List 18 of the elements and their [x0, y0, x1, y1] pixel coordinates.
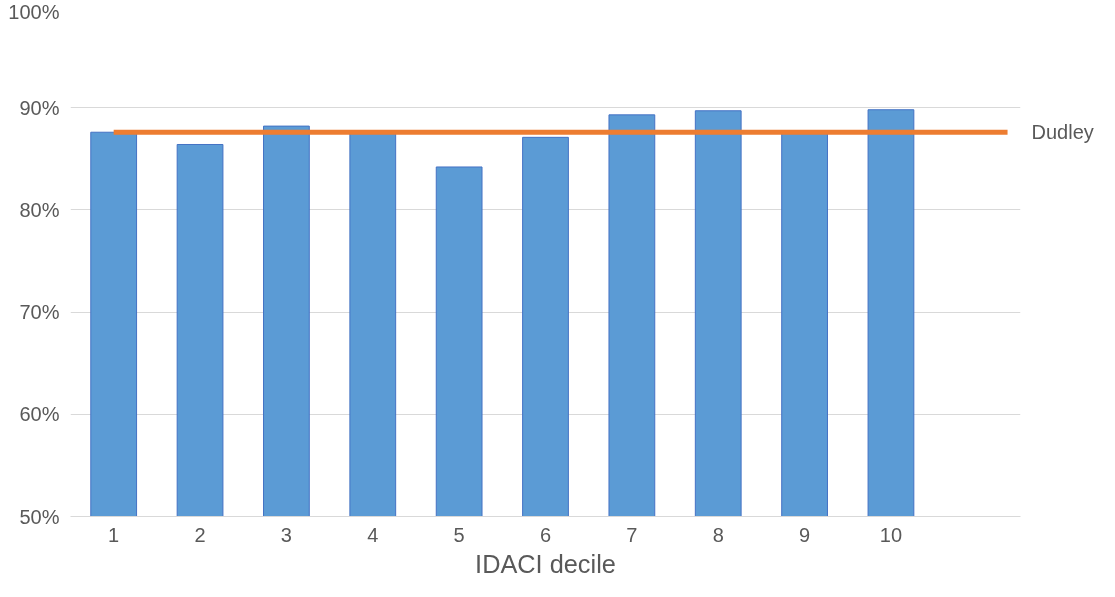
- series-label: Dudley: [1031, 121, 1094, 144]
- y-tick-label: 70%: [19, 301, 60, 324]
- x-axis-title: IDACI decile: [475, 549, 616, 578]
- y-tick-label: 100%: [8, 0, 60, 23]
- y-tick-label: 80%: [19, 198, 60, 221]
- x-tick-label: 3: [280, 523, 292, 546]
- y-tick-label: 60%: [19, 403, 60, 426]
- x-tick-label: 9: [799, 523, 811, 546]
- x-tick-label: 5: [453, 523, 465, 546]
- x-tick-label: 2: [194, 523, 206, 546]
- x-tick-label: 1: [108, 523, 120, 546]
- y-tick-label: 90%: [19, 96, 60, 119]
- x-tick-label: 8: [712, 523, 724, 546]
- x-tick-label: 7: [626, 523, 638, 546]
- y-tick-label: 50%: [19, 505, 60, 528]
- x-tick-label: 6: [539, 523, 552, 546]
- x-tick-label: 4: [367, 523, 379, 546]
- x-tick-label: 10: [879, 523, 903, 546]
